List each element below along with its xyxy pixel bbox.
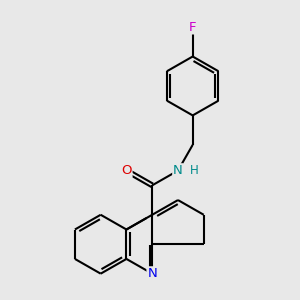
Text: N: N xyxy=(147,267,157,280)
Text: N: N xyxy=(173,164,183,177)
Text: F: F xyxy=(189,21,196,34)
Text: O: O xyxy=(121,164,132,177)
Text: H: H xyxy=(190,164,199,177)
